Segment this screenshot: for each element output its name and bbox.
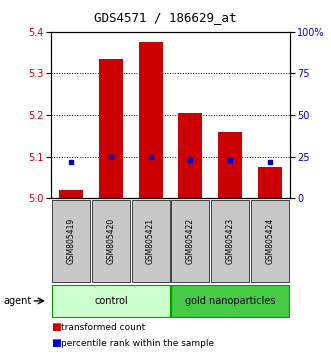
Point (188, 157, 193, 162)
Bar (59, 190, 83, 198)
Bar (52, 200, 90, 281)
Bar (131, 200, 170, 281)
Bar (139, 42, 163, 198)
Point (108, 154, 114, 160)
Bar (218, 132, 242, 198)
Text: control: control (94, 296, 128, 306)
Bar (171, 285, 289, 317)
Text: agent: agent (3, 296, 31, 306)
Bar (178, 113, 202, 198)
Text: GSM805420: GSM805420 (106, 218, 116, 264)
Bar (258, 167, 282, 198)
Text: GDS4571 / 186629_at: GDS4571 / 186629_at (94, 11, 237, 24)
Text: ■: ■ (51, 338, 61, 348)
Text: GSM805422: GSM805422 (186, 218, 195, 264)
Text: transformed count: transformed count (61, 323, 146, 332)
Point (227, 157, 233, 162)
Bar (211, 200, 249, 281)
Text: ■: ■ (51, 322, 61, 332)
Text: GSM805423: GSM805423 (225, 218, 235, 264)
Text: GSM805419: GSM805419 (67, 218, 76, 264)
Bar (251, 200, 289, 281)
Text: percentile rank within the sample: percentile rank within the sample (61, 339, 214, 348)
Text: gold nanoparticles: gold nanoparticles (185, 296, 275, 306)
Bar (52, 285, 170, 317)
Point (267, 159, 272, 165)
Point (148, 154, 153, 160)
Text: GSM805424: GSM805424 (265, 218, 274, 264)
Bar (92, 200, 130, 281)
Bar (99, 59, 123, 198)
Text: GSM805421: GSM805421 (146, 218, 155, 264)
Point (69, 159, 74, 165)
Bar (171, 200, 210, 281)
